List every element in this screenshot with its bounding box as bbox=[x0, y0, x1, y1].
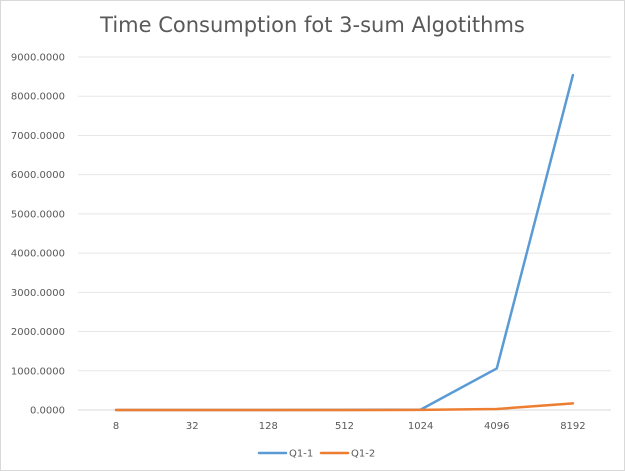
y-tick-label: 9000.0000 bbox=[11, 53, 65, 64]
x-tick-label: 4096 bbox=[484, 421, 509, 432]
y-axis-tick-labels: 0.0000 1000.0000 2000.0000 3000.0000 4000.00… bbox=[11, 53, 65, 417]
y-tick-label: 3000.0000 bbox=[11, 288, 65, 299]
x-tick-label: 1024 bbox=[408, 421, 433, 432]
series-line-q1-2 bbox=[114, 402, 575, 412]
gridlines bbox=[78, 56, 611, 411]
legend-label: Q1-1 bbox=[289, 449, 313, 460]
series-lines bbox=[114, 73, 575, 412]
x-tick-label: 8 bbox=[113, 421, 119, 432]
chart-title: Time Consumption fot 3-sum Algotithms bbox=[100, 13, 525, 37]
series-line-q1-1 bbox=[114, 73, 575, 412]
legend: Q1-1 Q1-2 bbox=[257, 449, 375, 460]
x-tick-label: 32 bbox=[186, 421, 199, 432]
x-tick-label: 8192 bbox=[560, 421, 585, 432]
y-tick-label: 1000.0000 bbox=[11, 366, 65, 377]
x-axis-tick-labels: 8 32 128 512 1024 4096 8192 bbox=[113, 421, 586, 432]
legend-label: Q1-2 bbox=[351, 449, 375, 460]
y-tick-label: 0.0000 bbox=[30, 406, 65, 417]
y-tick-label: 8000.0000 bbox=[11, 92, 65, 103]
y-tick-label: 2000.0000 bbox=[11, 327, 65, 338]
x-tick-label: 512 bbox=[335, 421, 354, 432]
y-tick-label: 6000.0000 bbox=[11, 170, 65, 181]
y-tick-label: 4000.0000 bbox=[11, 249, 65, 260]
y-tick-label: 5000.0000 bbox=[11, 209, 65, 220]
y-tick-label: 7000.0000 bbox=[11, 131, 65, 142]
x-tick-label: 128 bbox=[259, 421, 278, 432]
